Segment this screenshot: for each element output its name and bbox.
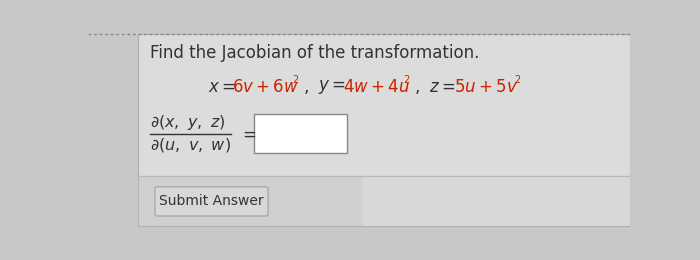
Text: $5u + 5v$: $5u + 5v$ [454,78,518,96]
Text: $\partial(u,\ v,\ w)$: $\partial(u,\ v,\ w)$ [150,136,230,154]
Text: $,$: $,$ [303,78,309,96]
Text: $^2$: $^2$ [514,75,521,89]
Text: $6v + 6w$: $6v + 6w$ [232,78,300,96]
Text: $y = $: $y = $ [318,78,346,96]
Bar [138,176,630,226]
Text: Submit Answer: Submit Answer [159,194,264,208]
Bar [254,114,347,153]
Text: $^2$: $^2$ [403,75,410,89]
Text: $z = $: $z = $ [429,78,456,96]
Bar [363,176,630,226]
Text: Find the Jacobian of the transformation.: Find the Jacobian of the transformation. [150,44,479,62]
Text: $4w + 4u$: $4w + 4u$ [343,78,410,96]
Text: $,$: $,$ [414,78,419,96]
Bar [138,34,630,176]
FancyBboxPatch shape [155,187,268,216]
Text: $\partial(x,\ y,\ z)$: $\partial(x,\ y,\ z)$ [150,113,225,132]
Text: $x = $: $x = $ [208,78,235,96]
Text: $^2$: $^2$ [292,75,300,89]
Text: $=$: $=$ [239,125,256,142]
